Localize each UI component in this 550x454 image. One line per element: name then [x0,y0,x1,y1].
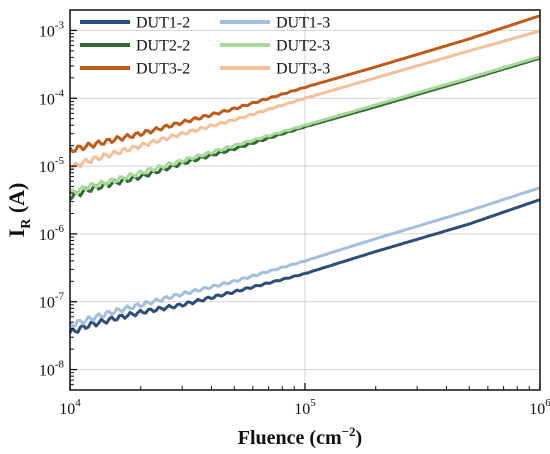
series-line-dut1-2 [68,198,541,334]
x-tick-label: 105 [294,397,316,418]
legend: DUT1-2 DUT1-3 DUT2-2 DUT2-3 DUT3-2 DUT3-3 [80,15,330,78]
series-layer [68,14,541,334]
legend-label: DUT3-3 [276,61,330,78]
series-line-dut2-3 [68,55,541,195]
y-tick-label: 10-6 [39,223,65,244]
y-axis-title: IR (A) [4,183,34,238]
y-tick-label: 10-7 [39,291,65,312]
series-line-dut2-2 [68,56,541,201]
x-axis-title: Fluence (cm−2) [238,424,362,449]
x-tick-label: 106 [529,397,550,418]
legend-label: DUT2-3 [276,38,330,55]
legend-label: DUT1-2 [136,15,190,32]
legend-label: DUT3-2 [136,61,190,78]
series-line-dut1-3 [68,186,541,328]
y-tick-label: 10-3 [39,19,65,40]
legend-label: DUT2-2 [136,38,190,55]
series-line-dut3-2 [68,14,541,154]
x-tick-label: 104 [59,397,81,418]
y-tick-label: 10-8 [39,359,65,380]
ticks: 104 105 106 10-8 10-7 10-6 10-5 10-4 10-3 [39,19,550,418]
series-line-dut3-3 [68,29,541,172]
y-tick-label: 10-4 [39,87,65,108]
legend-label: DUT1-3 [276,15,330,32]
y-tick-label: 10-5 [39,155,65,176]
